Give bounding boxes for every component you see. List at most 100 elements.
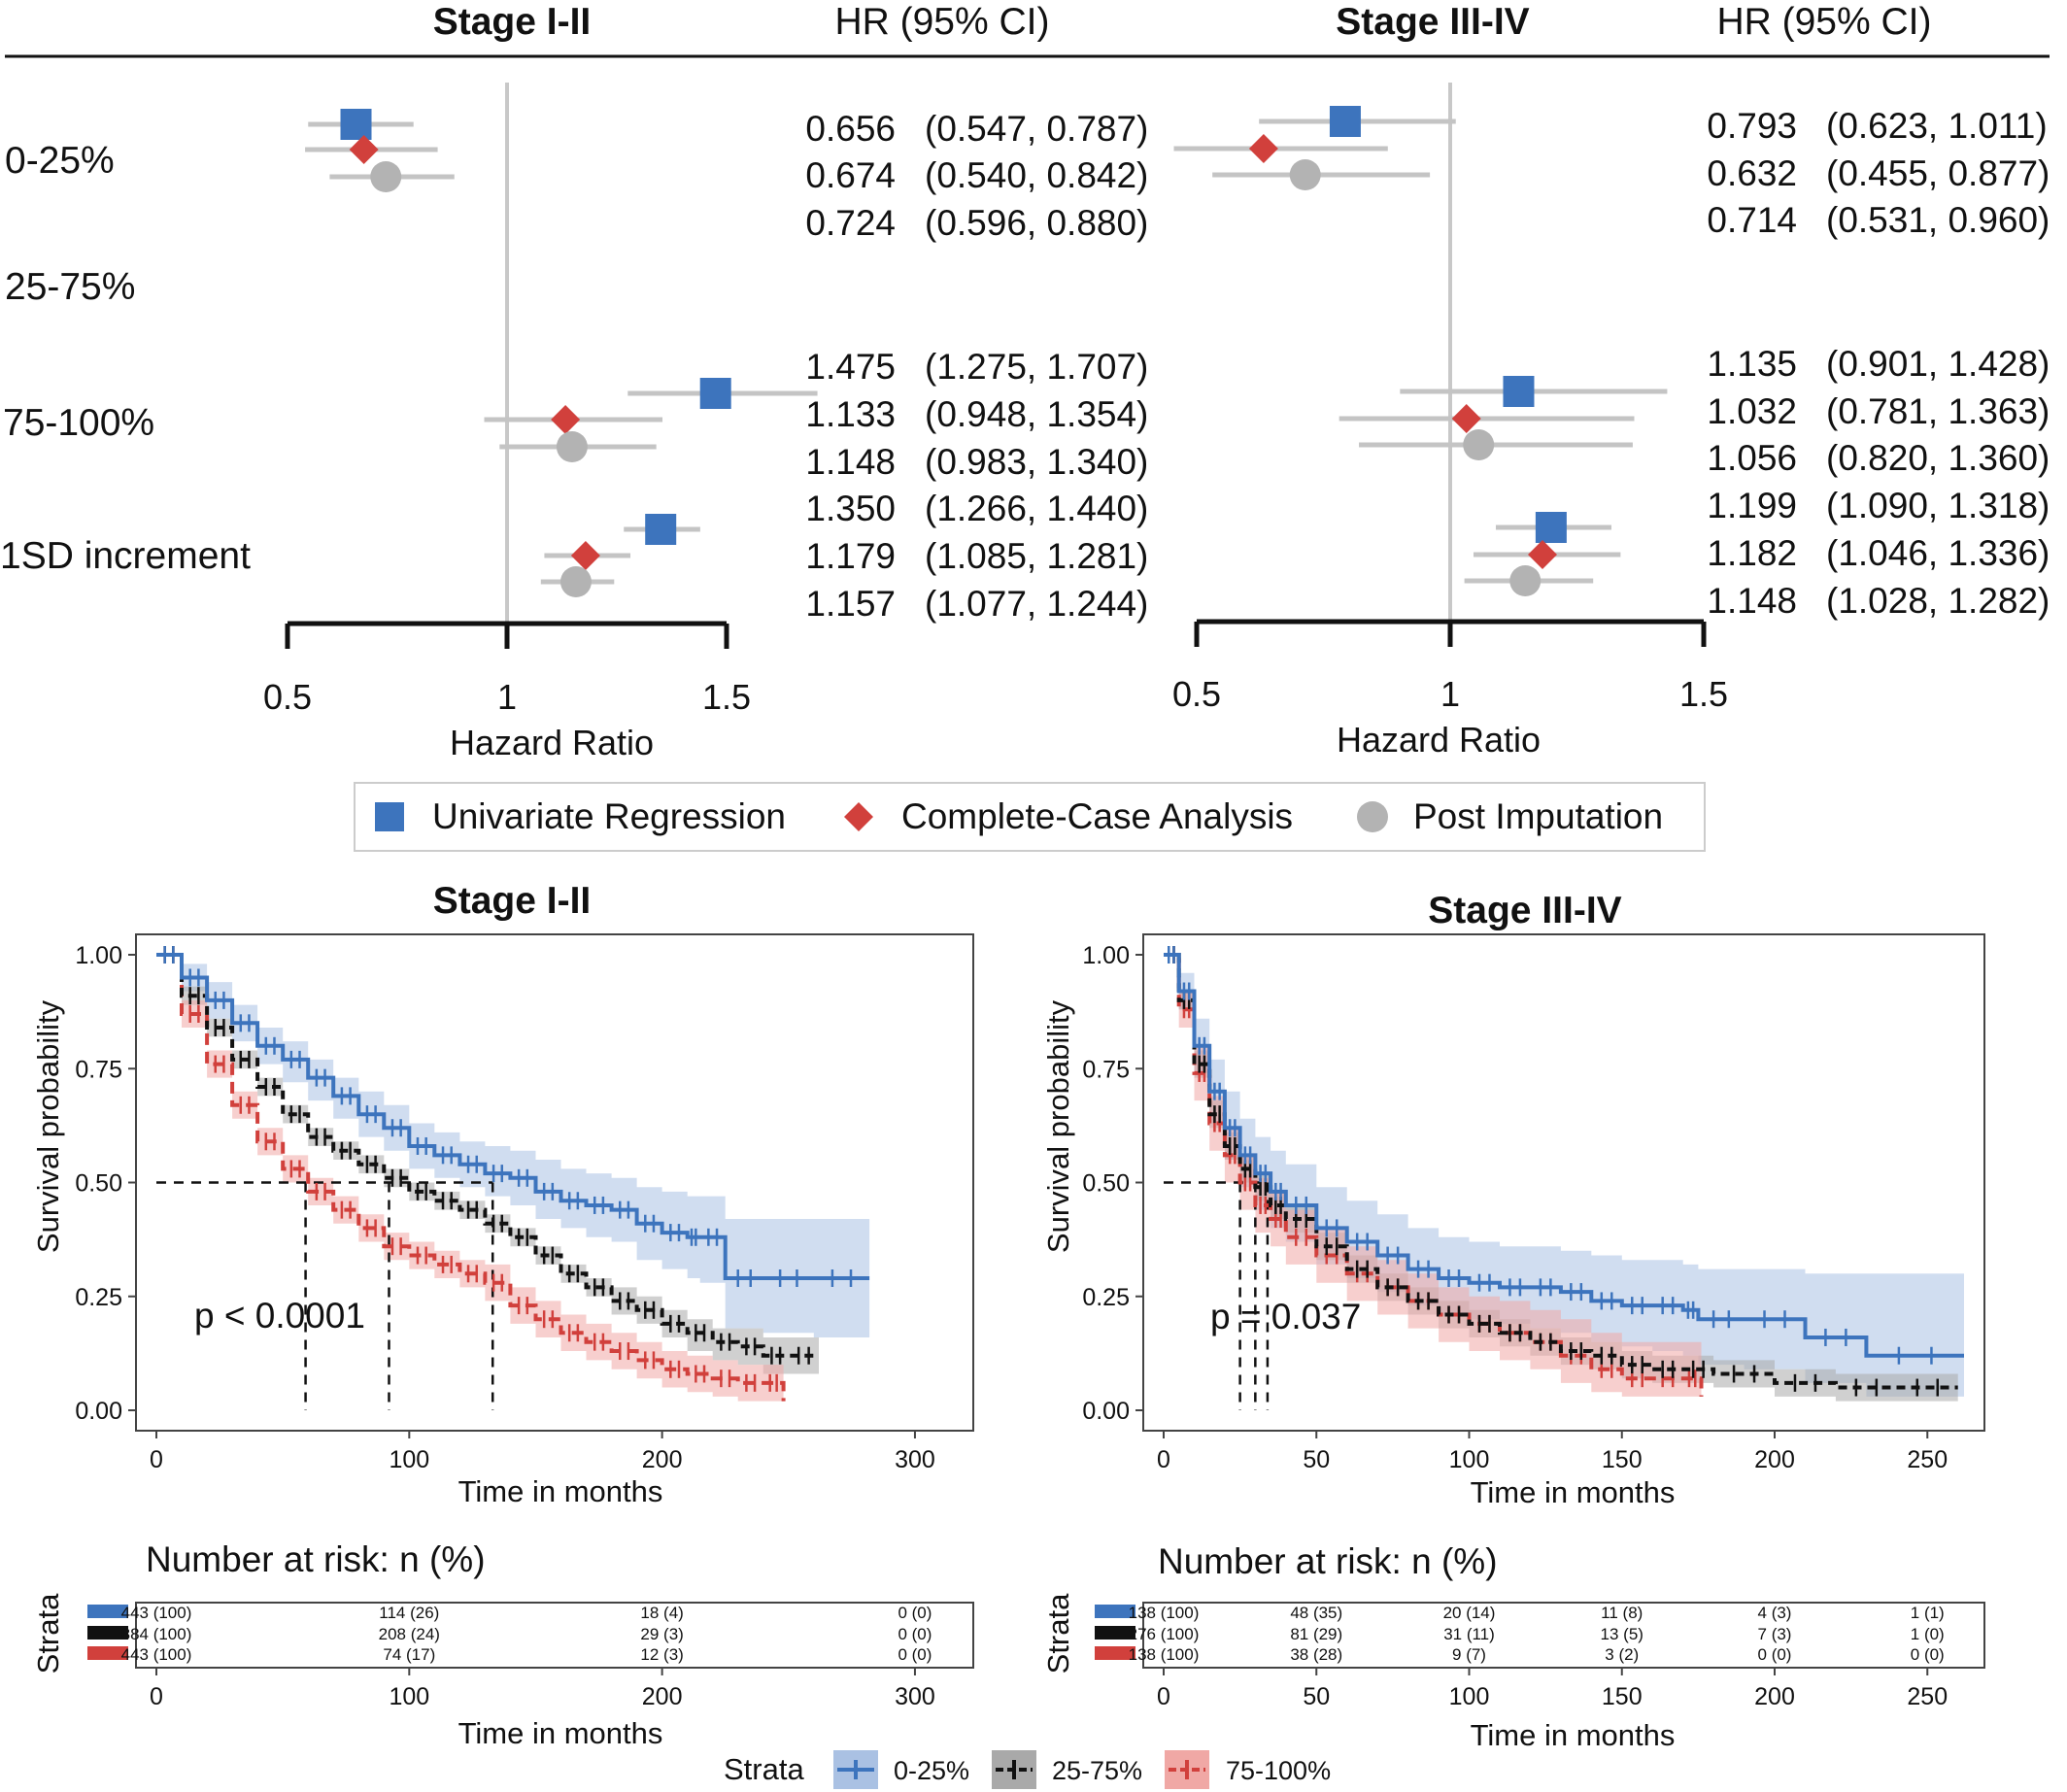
- forest-ci-value: (0.901, 1.428): [1826, 344, 2050, 384]
- risk-table-title: Number at risk: n (%): [1158, 1541, 1498, 1581]
- risk-table-x-tick-label: 300: [895, 1683, 935, 1710]
- risk-table-x-axis-title: Time in months: [458, 1716, 663, 1750]
- forest-hr-value: 1.032: [1707, 391, 1797, 431]
- risk-table-cell: 138 (100): [1129, 1645, 1200, 1664]
- km-y-tick-label: 0.25: [75, 1284, 122, 1311]
- forest-x-axis-title: Hazard Ratio: [450, 723, 654, 762]
- forest-hr-value: 0.793: [1707, 106, 1797, 146]
- forest-ci-value: (1.090, 1.318): [1826, 486, 2050, 525]
- risk-table-cell: 9 (7): [1452, 1645, 1486, 1664]
- forest-hr-value: 1.148: [1707, 581, 1797, 621]
- strata-legend-title: Strata: [724, 1752, 804, 1786]
- strata-legend-label: 75-100%: [1226, 1756, 1331, 1785]
- risk-table-cell: 1 (1): [1911, 1604, 1945, 1622]
- forest-plot: Stage I-II HR (95% CI) Stage III-IV HR (…: [0, 1, 2050, 762]
- risk-table-cell: 1 (0): [1911, 1625, 1945, 1643]
- risk-table-cell: 38 (28): [1290, 1645, 1342, 1664]
- forest-hr-value: 1.157: [805, 584, 896, 624]
- km-survival-curve: [156, 953, 786, 1402]
- forest-point-square: [699, 378, 731, 409]
- risk-table-cell: 0 (0): [898, 1604, 932, 1622]
- km-panel-2: 0.00 0.25 0.50 0.75 1.00 0 50 100 150 200 250 p = 0…: [1082, 933, 1985, 1473]
- km-y-tick-label: 0.75: [75, 1056, 122, 1083]
- km-plot-stage-1-2: Stage I-II Survival probability Time in …: [31, 880, 974, 1508]
- km-plot-stage-3-4: Stage III-IV Survival probability Time i…: [1041, 890, 1985, 1509]
- risk-table-cell: 0 (0): [1911, 1645, 1945, 1664]
- strata-legend-label: 0-25%: [894, 1756, 969, 1785]
- forest-ci-value: (1.028, 1.282): [1826, 581, 2050, 621]
- forest-tick-label: 0.5: [1172, 674, 1221, 714]
- km-confidence-band: [156, 955, 819, 1374]
- risk-table-cell: 208 (24): [379, 1625, 440, 1643]
- forest-hr-value: 1.182: [1707, 533, 1797, 573]
- km-y-axis-title: Survival probability: [31, 999, 65, 1253]
- forest-point-diamond: [551, 405, 581, 434]
- risk-table-stage-1-2: Number at risk: n (%) Strata Time in mon…: [31, 1539, 974, 1750]
- forest-tick-label: 1.5: [702, 677, 751, 717]
- forest-title-stage-3-4: Stage III-IV: [1336, 1, 1529, 43]
- risk-table-cell: 4 (3): [1758, 1604, 1792, 1622]
- risk-table-strata-key: [87, 1626, 128, 1640]
- km-y-tick-label: 0.50: [1082, 1170, 1130, 1198]
- km-y-tick-label: 0.00: [1082, 1398, 1130, 1425]
- risk-table-strata-key: [87, 1646, 128, 1660]
- km-x-tick-label: 200: [1754, 1446, 1795, 1473]
- risk-table-cell: 12 (3): [640, 1645, 683, 1664]
- risk-table-cell: 7 (3): [1758, 1625, 1792, 1643]
- risk-table-cell: 0 (0): [898, 1625, 932, 1643]
- forest-group-label-75-100: 75-100%: [3, 402, 154, 444]
- forest-hr-value: 1.179: [805, 536, 896, 576]
- risk-table-cell: 48 (35): [1290, 1604, 1342, 1622]
- risk-table-frame: [135, 1602, 974, 1669]
- risk-table-cell: 13 (5): [1601, 1625, 1643, 1643]
- risk-table-stage-3-4: Number at risk: n (%) Strata Time in mon…: [1041, 1541, 1985, 1752]
- forest-point-circle: [1289, 159, 1321, 190]
- risk-table-strata-key: [87, 1605, 128, 1618]
- risk-table-cell: 11 (8): [1601, 1604, 1643, 1622]
- forest-tick-label: 1: [1440, 674, 1460, 714]
- forest-group-label-0-25: 0-25%: [5, 140, 115, 182]
- risk-table-x-tick-label: 0: [1157, 1683, 1170, 1710]
- forest-ci-value: (0.596, 0.880): [925, 203, 1148, 243]
- strata-legend-label: 25-75%: [1052, 1756, 1142, 1785]
- risk-table-strata-key: [1095, 1605, 1135, 1618]
- forest-ci-value: (0.547, 0.787): [925, 109, 1148, 149]
- risk-table-x-tick-label: 100: [1449, 1683, 1490, 1710]
- forest-ci-value: (0.781, 1.363): [1826, 391, 2050, 431]
- km-y-axis-title: Survival probability: [1041, 999, 1075, 1253]
- risk-table-cell: 0 (0): [1758, 1645, 1792, 1664]
- legend-circle-marker: [1357, 801, 1388, 832]
- legend-label-univariate: Univariate Regression: [432, 796, 786, 836]
- forest-point-circle: [370, 161, 402, 192]
- forest-point-circle: [556, 431, 588, 462]
- legend-square-marker: [375, 802, 404, 831]
- km-confidence-band: [156, 955, 784, 1410]
- forest-ci-header-stage-1-2: HR (95% CI): [834, 1, 1049, 43]
- km-y-tick-label: 1.00: [1082, 942, 1130, 969]
- method-legend: Univariate Regression Complete-Case Anal…: [354, 782, 1706, 852]
- forest-ci-value: (1.077, 1.244): [925, 584, 1148, 624]
- risk-table-cell: 276 (100): [1129, 1625, 1200, 1643]
- forest-hr-value: 1.350: [805, 489, 896, 528]
- km-y-tick-label: 0.00: [75, 1398, 122, 1425]
- km-survival-curve: [156, 953, 870, 1280]
- forest-hr-value: 1.056: [1707, 438, 1797, 478]
- forest-tick-label: 0.5: [263, 677, 312, 717]
- forest-point-diamond: [1528, 540, 1558, 569]
- risk-table-strata-key: [1095, 1626, 1135, 1640]
- risk-table-cell: 884 (100): [121, 1625, 192, 1643]
- forest-ci-value: (1.046, 1.336): [1826, 533, 2050, 573]
- risk-table-cell: 20 (14): [1443, 1604, 1496, 1622]
- forest-ci-value: (0.983, 1.340): [925, 442, 1148, 482]
- forest-point-circle: [1509, 565, 1542, 596]
- forest-hr-value: 0.714: [1707, 200, 1797, 240]
- risk-table-x-tick-label: 0: [150, 1683, 163, 1710]
- legend-diamond-marker: [844, 802, 873, 831]
- km-x-tick-label: 100: [1449, 1446, 1490, 1473]
- forest-tick-label: 1.5: [1679, 674, 1728, 714]
- risk-table-x-tick-label: 200: [642, 1683, 683, 1710]
- forest-tick-label: 1: [497, 677, 517, 717]
- forest-marks: 0.656 (0.547, 0.787) 0.674 (0.540, 0.842) 0.…: [305, 106, 2050, 624]
- forest-ci-value: (0.820, 1.360): [1826, 438, 2050, 478]
